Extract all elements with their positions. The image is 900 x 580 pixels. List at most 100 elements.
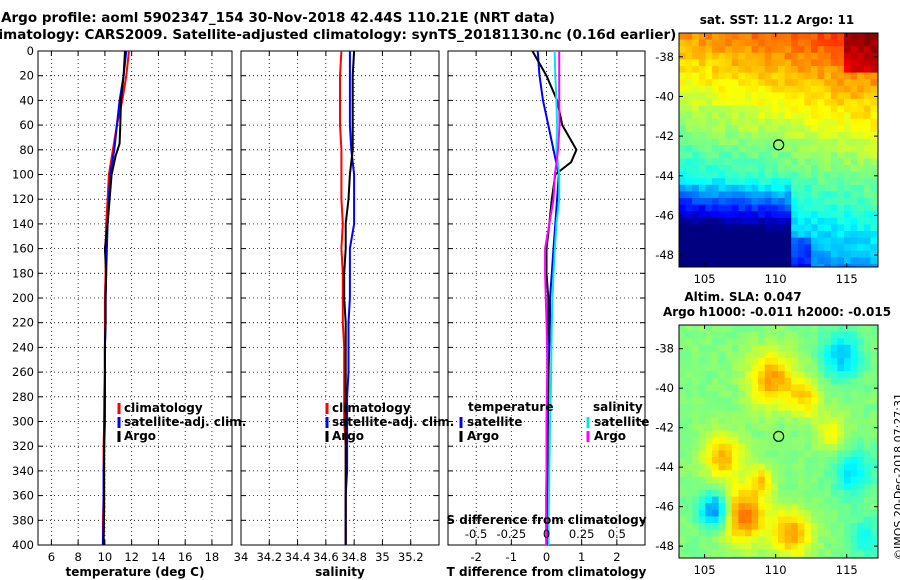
map-cell: [837, 178, 845, 186]
map-cell: [778, 476, 785, 484]
map-cell: [837, 66, 845, 73]
map-cell: [731, 250, 739, 258]
map-cell: [771, 371, 779, 379]
map-cell: [698, 351, 706, 359]
map-cell: [725, 443, 733, 451]
map-cell: [797, 529, 805, 537]
map-cell: [679, 443, 686, 451]
map-cell: [804, 198, 812, 205]
depth-tick-label: 100: [12, 168, 34, 182]
map-cell: [863, 542, 871, 550]
s-diff-tick-label: -0.5: [465, 527, 487, 541]
map-cell: [844, 523, 851, 530]
map-cell: [870, 417, 878, 425]
map-cell: [837, 371, 845, 379]
map-cell: [778, 138, 785, 146]
map-cell: [837, 496, 845, 504]
map-cell: [844, 476, 851, 484]
map-cell: [764, 132, 772, 139]
map-cell: [804, 410, 812, 418]
map-cell: [804, 503, 812, 511]
map-cell: [685, 151, 693, 159]
map-cell: [731, 404, 739, 412]
map-cell: [784, 158, 792, 166]
map-cell: [837, 118, 845, 126]
map-cell: [804, 138, 812, 146]
map-cell: [797, 397, 805, 405]
map-cell: [751, 404, 759, 412]
map-cell: [804, 496, 812, 504]
map-cell: [830, 509, 838, 517]
map-cell: [692, 46, 700, 54]
map-cell: [844, 457, 851, 464]
map-cell: [784, 46, 792, 54]
map-cell: [745, 72, 752, 80]
map-frame: [678, 32, 879, 268]
map-cell: [698, 211, 706, 219]
map-cell: [712, 516, 719, 524]
map-cell: [870, 516, 878, 524]
map-cell: [791, 125, 799, 133]
map-cell: [811, 351, 818, 359]
map-cell: [830, 391, 838, 398]
map-cell: [698, 191, 706, 199]
map-cell: [850, 424, 858, 431]
legend-header-temperature: temperature: [468, 400, 553, 414]
legend-label: satellite: [467, 415, 522, 429]
map-cell: [857, 165, 865, 172]
map-cell: [758, 264, 766, 267]
map-cell: [712, 151, 719, 159]
map-cell: [764, 443, 772, 451]
map-cell: [692, 509, 700, 517]
map-cell: [705, 523, 713, 530]
map-cell: [811, 430, 818, 438]
map-cell: [811, 198, 818, 205]
map-cell: [705, 410, 713, 418]
map-cell: [830, 132, 838, 139]
map-cell: [778, 217, 785, 225]
map-cell: [804, 523, 812, 530]
map-cell: [685, 132, 693, 139]
map-cell: [692, 151, 700, 159]
map-cell: [844, 158, 851, 166]
map-cell: [791, 529, 799, 537]
map-cell: [797, 250, 805, 258]
map-cell: [791, 503, 799, 511]
map-cell: [863, 424, 871, 431]
map-cell: [850, 138, 858, 146]
map-cell: [679, 178, 686, 186]
map-cell: [685, 358, 693, 365]
map-cell: [725, 391, 733, 398]
map-cell: [870, 46, 878, 54]
map-cell: [837, 59, 845, 67]
map-cell: [850, 85, 858, 93]
map-cell: [791, 224, 799, 232]
map-cell: [698, 364, 706, 372]
map-cell: [705, 344, 713, 352]
map-cell: [764, 351, 772, 359]
map-cell: [679, 66, 686, 73]
map-cell: [844, 198, 851, 205]
map-cell: [797, 231, 805, 238]
depth-tick-label: 380: [12, 513, 34, 527]
legend-label: Argo: [467, 429, 499, 443]
map-cell: [738, 105, 746, 113]
map-cell: [830, 145, 838, 153]
map-cell: [718, 542, 726, 550]
map-cell: [705, 92, 713, 100]
map-cell: [718, 46, 726, 54]
map-cell: [857, 118, 865, 126]
map-cell: [817, 145, 825, 153]
map-cell: [817, 364, 825, 372]
map-cell: [718, 430, 726, 438]
map-cell: [764, 483, 772, 491]
map-cell: [811, 509, 818, 517]
map-cell: [745, 171, 752, 179]
map-cell: [797, 158, 805, 166]
map-cell: [817, 397, 825, 405]
map-cell: [764, 325, 772, 332]
map-cell: [738, 351, 746, 359]
map-cell: [804, 430, 812, 438]
map-cell: [692, 165, 700, 172]
map-cell: [784, 410, 792, 418]
